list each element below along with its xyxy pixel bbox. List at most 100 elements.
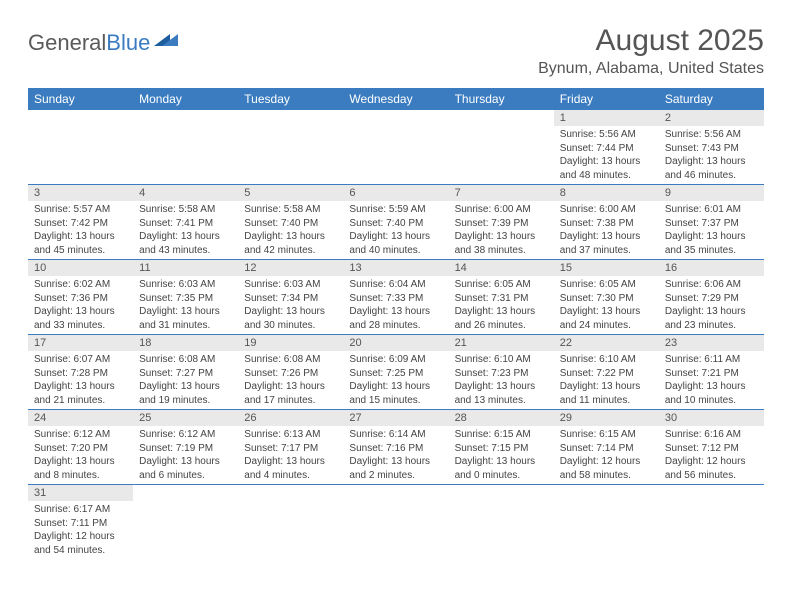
day-data: Sunrise: 6:08 AMSunset: 7:27 PMDaylight:…: [133, 351, 238, 409]
sunset-text: Sunset: 7:44 PM: [560, 142, 653, 156]
calendar-cell: 22Sunrise: 6:10 AMSunset: 7:22 PMDayligh…: [554, 335, 659, 410]
header: GeneralBlue August 2025 Bynum, Alabama, …: [28, 24, 764, 78]
sunset-text: Sunset: 7:26 PM: [244, 367, 337, 381]
sunrise-text: Sunrise: 6:06 AM: [665, 278, 758, 292]
calendar-cell: 23Sunrise: 6:11 AMSunset: 7:21 PMDayligh…: [659, 335, 764, 410]
day-number: 28: [449, 410, 554, 426]
column-header: Thursday: [449, 88, 554, 110]
day-number: 7: [449, 185, 554, 201]
daylight-text: Daylight: 13 hours and 21 minutes.: [34, 380, 127, 407]
calendar-cell: [133, 110, 238, 185]
sunrise-text: Sunrise: 6:09 AM: [349, 353, 442, 367]
daylight-text: Daylight: 13 hours and 6 minutes.: [139, 455, 232, 482]
daylight-text: Daylight: 13 hours and 23 minutes.: [665, 305, 758, 332]
column-header-row: SundayMondayTuesdayWednesdayThursdayFrid…: [28, 88, 764, 110]
day-number: 25: [133, 410, 238, 426]
sunset-text: Sunset: 7:21 PM: [665, 367, 758, 381]
column-header: Tuesday: [238, 88, 343, 110]
calendar-cell: [449, 110, 554, 185]
calendar-cell: 15Sunrise: 6:05 AMSunset: 7:30 PMDayligh…: [554, 260, 659, 335]
column-header: Wednesday: [343, 88, 448, 110]
sunset-text: Sunset: 7:11 PM: [34, 517, 127, 531]
calendar-cell: 20Sunrise: 6:09 AMSunset: 7:25 PMDayligh…: [343, 335, 448, 410]
daylight-text: Daylight: 13 hours and 33 minutes.: [34, 305, 127, 332]
calendar-cell: [554, 485, 659, 560]
daylight-text: Daylight: 13 hours and 37 minutes.: [560, 230, 653, 257]
sunrise-text: Sunrise: 6:03 AM: [244, 278, 337, 292]
day-number: 8: [554, 185, 659, 201]
day-number: 16: [659, 260, 764, 276]
day-number: 23: [659, 335, 764, 351]
day-number: 10: [28, 260, 133, 276]
calendar-cell: [238, 485, 343, 560]
calendar-cell: 25Sunrise: 6:12 AMSunset: 7:19 PMDayligh…: [133, 410, 238, 485]
calendar-cell: 24Sunrise: 6:12 AMSunset: 7:20 PMDayligh…: [28, 410, 133, 485]
calendar-cell: 19Sunrise: 6:08 AMSunset: 7:26 PMDayligh…: [238, 335, 343, 410]
sunset-text: Sunset: 7:20 PM: [34, 442, 127, 456]
day-data: Sunrise: 5:56 AMSunset: 7:44 PMDaylight:…: [554, 126, 659, 184]
daylight-text: Daylight: 13 hours and 40 minutes.: [349, 230, 442, 257]
calendar-row: 31 Sunrise: 6:17 AMSunset: 7:11 PMDayligh…: [28, 485, 764, 560]
sunset-text: Sunset: 7:36 PM: [34, 292, 127, 306]
calendar-cell: 8Sunrise: 6:00 AMSunset: 7:38 PMDaylight…: [554, 185, 659, 260]
sunset-text: Sunset: 7:43 PM: [665, 142, 758, 156]
calendar-cell: 10Sunrise: 6:02 AMSunset: 7:36 PMDayligh…: [28, 260, 133, 335]
sunset-text: Sunset: 7:40 PM: [349, 217, 442, 231]
day-number: 13: [343, 260, 448, 276]
column-header: Monday: [133, 88, 238, 110]
calendar-cell: [343, 485, 448, 560]
day-number: 20: [343, 335, 448, 351]
sunset-text: Sunset: 7:22 PM: [560, 367, 653, 381]
daylight-text: Daylight: 13 hours and 31 minutes.: [139, 305, 232, 332]
sunrise-text: Sunrise: 6:10 AM: [560, 353, 653, 367]
calendar-cell: 30Sunrise: 6:16 AMSunset: 7:12 PMDayligh…: [659, 410, 764, 485]
sunrise-text: Sunrise: 6:00 AM: [455, 203, 548, 217]
calendar-cell: [659, 485, 764, 560]
daylight-text: Daylight: 13 hours and 30 minutes.: [244, 305, 337, 332]
sunset-text: Sunset: 7:17 PM: [244, 442, 337, 456]
day-data: Sunrise: 6:14 AMSunset: 7:16 PMDaylight:…: [343, 426, 448, 484]
day-number: 26: [238, 410, 343, 426]
sunset-text: Sunset: 7:30 PM: [560, 292, 653, 306]
day-data: Sunrise: 6:08 AMSunset: 7:26 PMDaylight:…: [238, 351, 343, 409]
calendar-cell: 6Sunrise: 5:59 AMSunset: 7:40 PMDaylight…: [343, 185, 448, 260]
day-data: Sunrise: 6:11 AMSunset: 7:21 PMDaylight:…: [659, 351, 764, 409]
day-number: 19: [238, 335, 343, 351]
sunrise-text: Sunrise: 5:59 AM: [349, 203, 442, 217]
calendar-cell: 11Sunrise: 6:03 AMSunset: 7:35 PMDayligh…: [133, 260, 238, 335]
day-data: Sunrise: 6:12 AMSunset: 7:20 PMDaylight:…: [28, 426, 133, 484]
daylight-text: Daylight: 13 hours and 26 minutes.: [455, 305, 548, 332]
sunset-text: Sunset: 7:27 PM: [139, 367, 232, 381]
sunrise-text: Sunrise: 6:16 AM: [665, 428, 758, 442]
title-block: August 2025 Bynum, Alabama, United State…: [538, 24, 764, 78]
sunrise-text: Sunrise: 6:01 AM: [665, 203, 758, 217]
day-data: Sunrise: 5:58 AMSunset: 7:41 PMDaylight:…: [133, 201, 238, 259]
day-number: 2: [659, 110, 764, 126]
sunrise-text: Sunrise: 6:12 AM: [139, 428, 232, 442]
day-number: 17: [28, 335, 133, 351]
day-data: Sunrise: 5:58 AMSunset: 7:40 PMDaylight:…: [238, 201, 343, 259]
day-data: Sunrise: 6:10 AMSunset: 7:23 PMDaylight:…: [449, 351, 554, 409]
daylight-text: Daylight: 13 hours and 4 minutes.: [244, 455, 337, 482]
day-number: 31: [28, 485, 133, 501]
sunset-text: Sunset: 7:38 PM: [560, 217, 653, 231]
day-data: Sunrise: 5:59 AMSunset: 7:40 PMDaylight:…: [343, 201, 448, 259]
day-number: 21: [449, 335, 554, 351]
daylight-text: Daylight: 12 hours and 54 minutes.: [34, 530, 127, 557]
day-number: 14: [449, 260, 554, 276]
day-number: 29: [554, 410, 659, 426]
calendar-cell: 12Sunrise: 6:03 AMSunset: 7:34 PMDayligh…: [238, 260, 343, 335]
logo-text-a: General: [28, 30, 106, 56]
sunset-text: Sunset: 7:37 PM: [665, 217, 758, 231]
sunset-text: Sunset: 7:39 PM: [455, 217, 548, 231]
day-data: Sunrise: 6:13 AMSunset: 7:17 PMDaylight:…: [238, 426, 343, 484]
daylight-text: Daylight: 13 hours and 17 minutes.: [244, 380, 337, 407]
sunrise-text: Sunrise: 6:17 AM: [34, 503, 127, 517]
calendar-cell: 13Sunrise: 6:04 AMSunset: 7:33 PMDayligh…: [343, 260, 448, 335]
calendar-row: 1Sunrise: 5:56 AMSunset: 7:44 PMDaylight…: [28, 110, 764, 185]
day-number: 3: [28, 185, 133, 201]
day-data: Sunrise: 6:09 AMSunset: 7:25 PMDaylight:…: [343, 351, 448, 409]
sunset-text: Sunset: 7:23 PM: [455, 367, 548, 381]
daylight-text: Daylight: 13 hours and 43 minutes.: [139, 230, 232, 257]
logo: GeneralBlue: [28, 30, 180, 56]
